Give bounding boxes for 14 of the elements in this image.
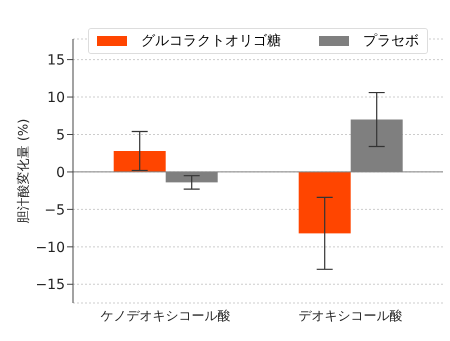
bar <box>298 172 351 234</box>
bar <box>114 150 166 172</box>
y-tick-label: 15 <box>47 52 65 69</box>
y-tick-label: −15 <box>35 277 65 294</box>
legend-label: グルコラクトオリゴ糖 <box>141 32 281 50</box>
y-tick-label: 0 <box>56 164 65 181</box>
x-tick-label: ケノデオキシコール酸 <box>100 309 230 324</box>
y-tick-label: 5 <box>56 127 65 144</box>
y-tick-label: 10 <box>47 90 65 106</box>
x-tick-label: デオキシコール酸 <box>298 309 402 324</box>
legend-label: プラセボ <box>363 32 419 50</box>
y-tick-label: −10 <box>35 240 65 256</box>
y-tick-label: −5 <box>44 202 65 218</box>
y-axis-title: 胆汁酸変化量 (%) <box>16 118 32 224</box>
